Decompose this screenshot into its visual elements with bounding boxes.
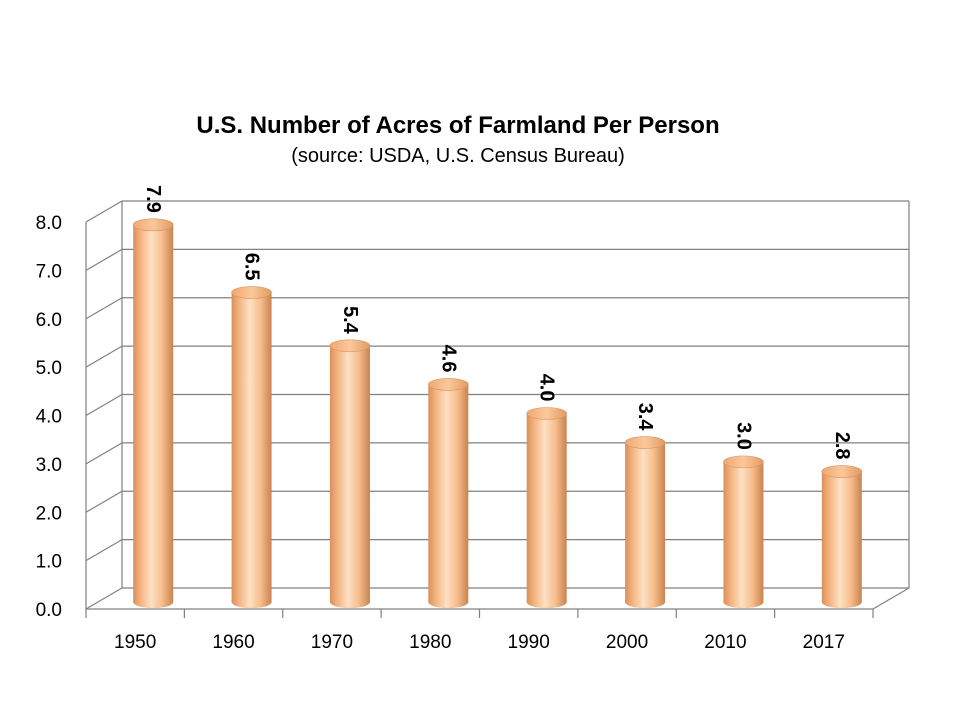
gridline-side-4 [85, 393, 123, 417]
x-axis-tick-labels: 1950 1960 1970 1980 1990 2000 2010 2017 [114, 632, 845, 653]
bar-base-curve [231, 601, 272, 608]
bar-top-cap [723, 455, 764, 469]
bar-top-cap [526, 407, 567, 420]
bar-top-cap [624, 436, 666, 449]
data-labels: 7.9 6.5 5.4 4.6 4.0 3.4 3.0 2.8 [142, 185, 853, 460]
y-tick-label: 2.0 [36, 503, 62, 524]
data-label: 5.4 [339, 306, 361, 335]
y-tick-label: 6.0 [36, 310, 62, 331]
gridlines [85, 200, 909, 610]
x-tick-label: 2000 [606, 632, 648, 653]
gridline-side-0 [85, 587, 123, 610]
bar-1960 [231, 286, 272, 608]
bar-base-curve [428, 601, 469, 608]
y-tick-label: 8.0 [36, 213, 62, 234]
floor-right-edge [872, 587, 910, 610]
gridline-side-7 [85, 248, 123, 271]
y-tick-label: 5.0 [36, 358, 62, 379]
bar-top-cap [329, 339, 371, 353]
chart-title: U.S. Number of Acres of Farmland Per Per… [196, 112, 719, 139]
bar-2000 [624, 436, 666, 608]
gridline-side-1 [85, 539, 123, 562]
data-label: 4.0 [536, 374, 558, 402]
data-label: 2.8 [831, 432, 853, 460]
y-axis-tick-labels: 0.0 1.0 2.0 3.0 4.0 5.0 6.0 7.0 8.0 [36, 213, 62, 621]
bar-base-curve [329, 601, 370, 608]
bar-base-curve [723, 601, 764, 608]
bar-body [526, 413, 567, 602]
y-tick-label: 7.0 [36, 261, 62, 282]
x-tick-label: 2017 [803, 632, 845, 653]
y-tick-label: 0.0 [36, 600, 62, 621]
bar-top-cap [821, 465, 863, 478]
gridline-side-6 [85, 297, 123, 320]
gridline-side-3 [85, 442, 123, 465]
chart-subtitle: (source: USDA, U.S. Census Bureau) [291, 145, 624, 167]
data-label: 3.4 [634, 403, 656, 432]
bar-2010 [723, 455, 764, 608]
y-tick-label: 3.0 [36, 455, 62, 476]
bar-body [723, 461, 764, 602]
bar-body [625, 442, 666, 602]
x-tick-label: 1950 [114, 632, 156, 653]
bar-body [231, 292, 272, 602]
bar-base-curve [821, 601, 862, 608]
bar-body [428, 384, 469, 602]
y-tick-label: 4.0 [36, 407, 62, 428]
bar-base-curve [133, 601, 174, 608]
x-tick-label: 1980 [409, 632, 451, 653]
bar-body [133, 224, 174, 602]
bar-base-curve [625, 601, 666, 608]
data-label: 7.9 [142, 185, 164, 213]
x-tick-label: 1990 [508, 632, 550, 653]
y-tick-label: 1.0 [36, 552, 62, 573]
data-label: 6.5 [241, 253, 263, 281]
bar-base-curve [526, 601, 567, 608]
bar-2017 [821, 465, 863, 608]
data-label: 4.6 [437, 345, 459, 373]
x-tick-label: 1960 [212, 632, 254, 653]
gridline-side-8 [85, 200, 123, 223]
bar-top-cap [428, 378, 469, 391]
bar-1950 [132, 218, 174, 608]
bar-top-cap [231, 286, 272, 299]
bar-body [329, 345, 370, 602]
gridline-side-2 [85, 490, 123, 513]
bar-series [132, 218, 863, 608]
x-tick-label: 1970 [311, 632, 353, 653]
gridline-side-5 [85, 345, 123, 368]
bar-1970 [329, 339, 371, 608]
bar-body [821, 471, 862, 602]
bar-1980 [428, 378, 469, 608]
bar-1990 [526, 407, 567, 608]
bar-top-cap [132, 218, 174, 232]
axes [85, 201, 910, 618]
data-label: 3.0 [732, 422, 754, 450]
x-tick-label: 2010 [704, 632, 746, 653]
